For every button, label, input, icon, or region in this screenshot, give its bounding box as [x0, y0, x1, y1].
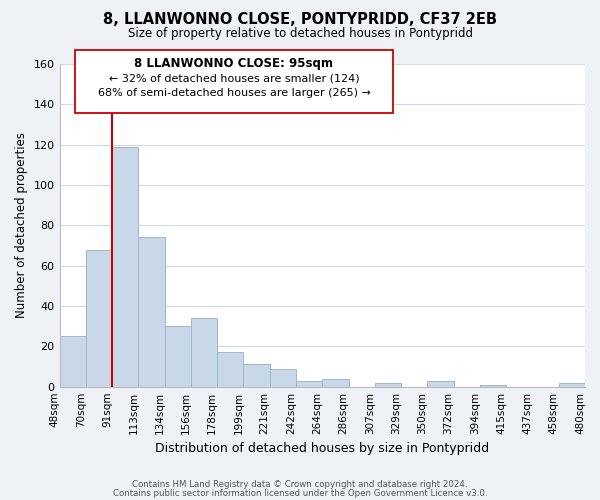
- Bar: [112, 146, 139, 386]
- Bar: [270, 368, 296, 386]
- Text: Contains public sector information licensed under the Open Government Licence v3: Contains public sector information licen…: [113, 488, 487, 498]
- Bar: [164, 326, 191, 386]
- Bar: [296, 380, 322, 386]
- Bar: [217, 352, 244, 386]
- Text: Size of property relative to detached houses in Pontypridd: Size of property relative to detached ho…: [128, 28, 473, 40]
- Bar: [244, 364, 270, 386]
- Bar: [427, 380, 454, 386]
- X-axis label: Distribution of detached houses by size in Pontypridd: Distribution of detached houses by size …: [155, 442, 490, 455]
- Text: 68% of semi-detached houses are larger (265) →: 68% of semi-detached houses are larger (…: [98, 88, 370, 99]
- Bar: [86, 250, 112, 386]
- Text: 8 LLANWONNO CLOSE: 95sqm: 8 LLANWONNO CLOSE: 95sqm: [134, 56, 334, 70]
- Bar: [191, 318, 217, 386]
- Text: ← 32% of detached houses are smaller (124): ← 32% of detached houses are smaller (12…: [109, 74, 359, 84]
- Bar: [139, 238, 164, 386]
- Bar: [59, 336, 86, 386]
- Bar: [480, 384, 506, 386]
- Bar: [559, 382, 585, 386]
- Text: Contains HM Land Registry data © Crown copyright and database right 2024.: Contains HM Land Registry data © Crown c…: [132, 480, 468, 489]
- Y-axis label: Number of detached properties: Number of detached properties: [15, 132, 28, 318]
- Text: 8, LLANWONNO CLOSE, PONTYPRIDD, CF37 2EB: 8, LLANWONNO CLOSE, PONTYPRIDD, CF37 2EB: [103, 12, 497, 28]
- Bar: [322, 378, 349, 386]
- Bar: [375, 382, 401, 386]
